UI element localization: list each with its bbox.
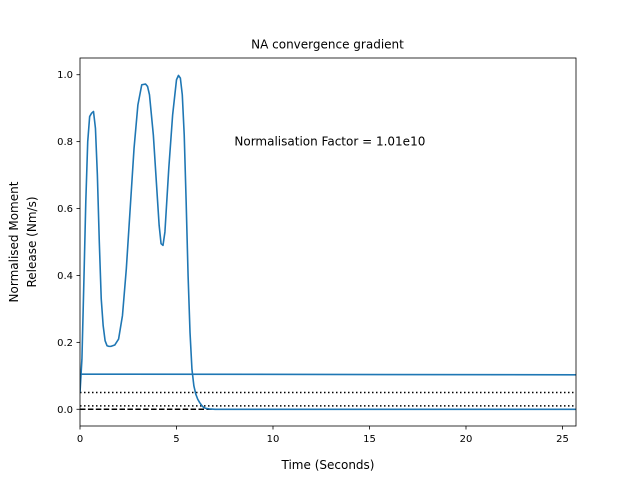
y-tick-label: 1.0 [57,70,73,81]
x-tick-label: 5 [173,434,179,445]
y-tick-label: 0.4 [57,271,73,282]
x-tick-label: 15 [363,434,376,445]
plot-frame [79,57,577,427]
y-tick-label: 0.2 [57,338,73,349]
series-lines [80,74,576,411]
series-line-0 [80,74,576,411]
y-axis-label-line-1: Normalised Moment [7,181,21,302]
x-tick-label: 0 [77,434,83,445]
x-tick-label: 25 [556,434,569,445]
chart-title: NA convergence gradient [251,38,404,52]
y-axis-label-line-2: Release (Nm/s) [25,196,39,287]
y-tick-label: 0.8 [57,137,73,148]
x-axis-ticks: 0 5 10 15 20 25 [77,426,569,445]
x-tick-label: 10 [267,434,280,445]
y-tick-label: 0.6 [57,204,73,215]
series-line-1 [80,373,576,376]
normalisation-factor-annotation: Normalisation Factor = 1.01e10 [234,135,425,149]
y-axis-ticks: 0.0 0.2 0.4 0.6 0.8 1.0 [57,70,80,416]
y-tick-label: 0.0 [57,405,73,416]
reference-lines [80,391,576,411]
x-tick-label: 20 [460,434,473,445]
x-axis-label: Time (Seconds) [281,458,375,472]
